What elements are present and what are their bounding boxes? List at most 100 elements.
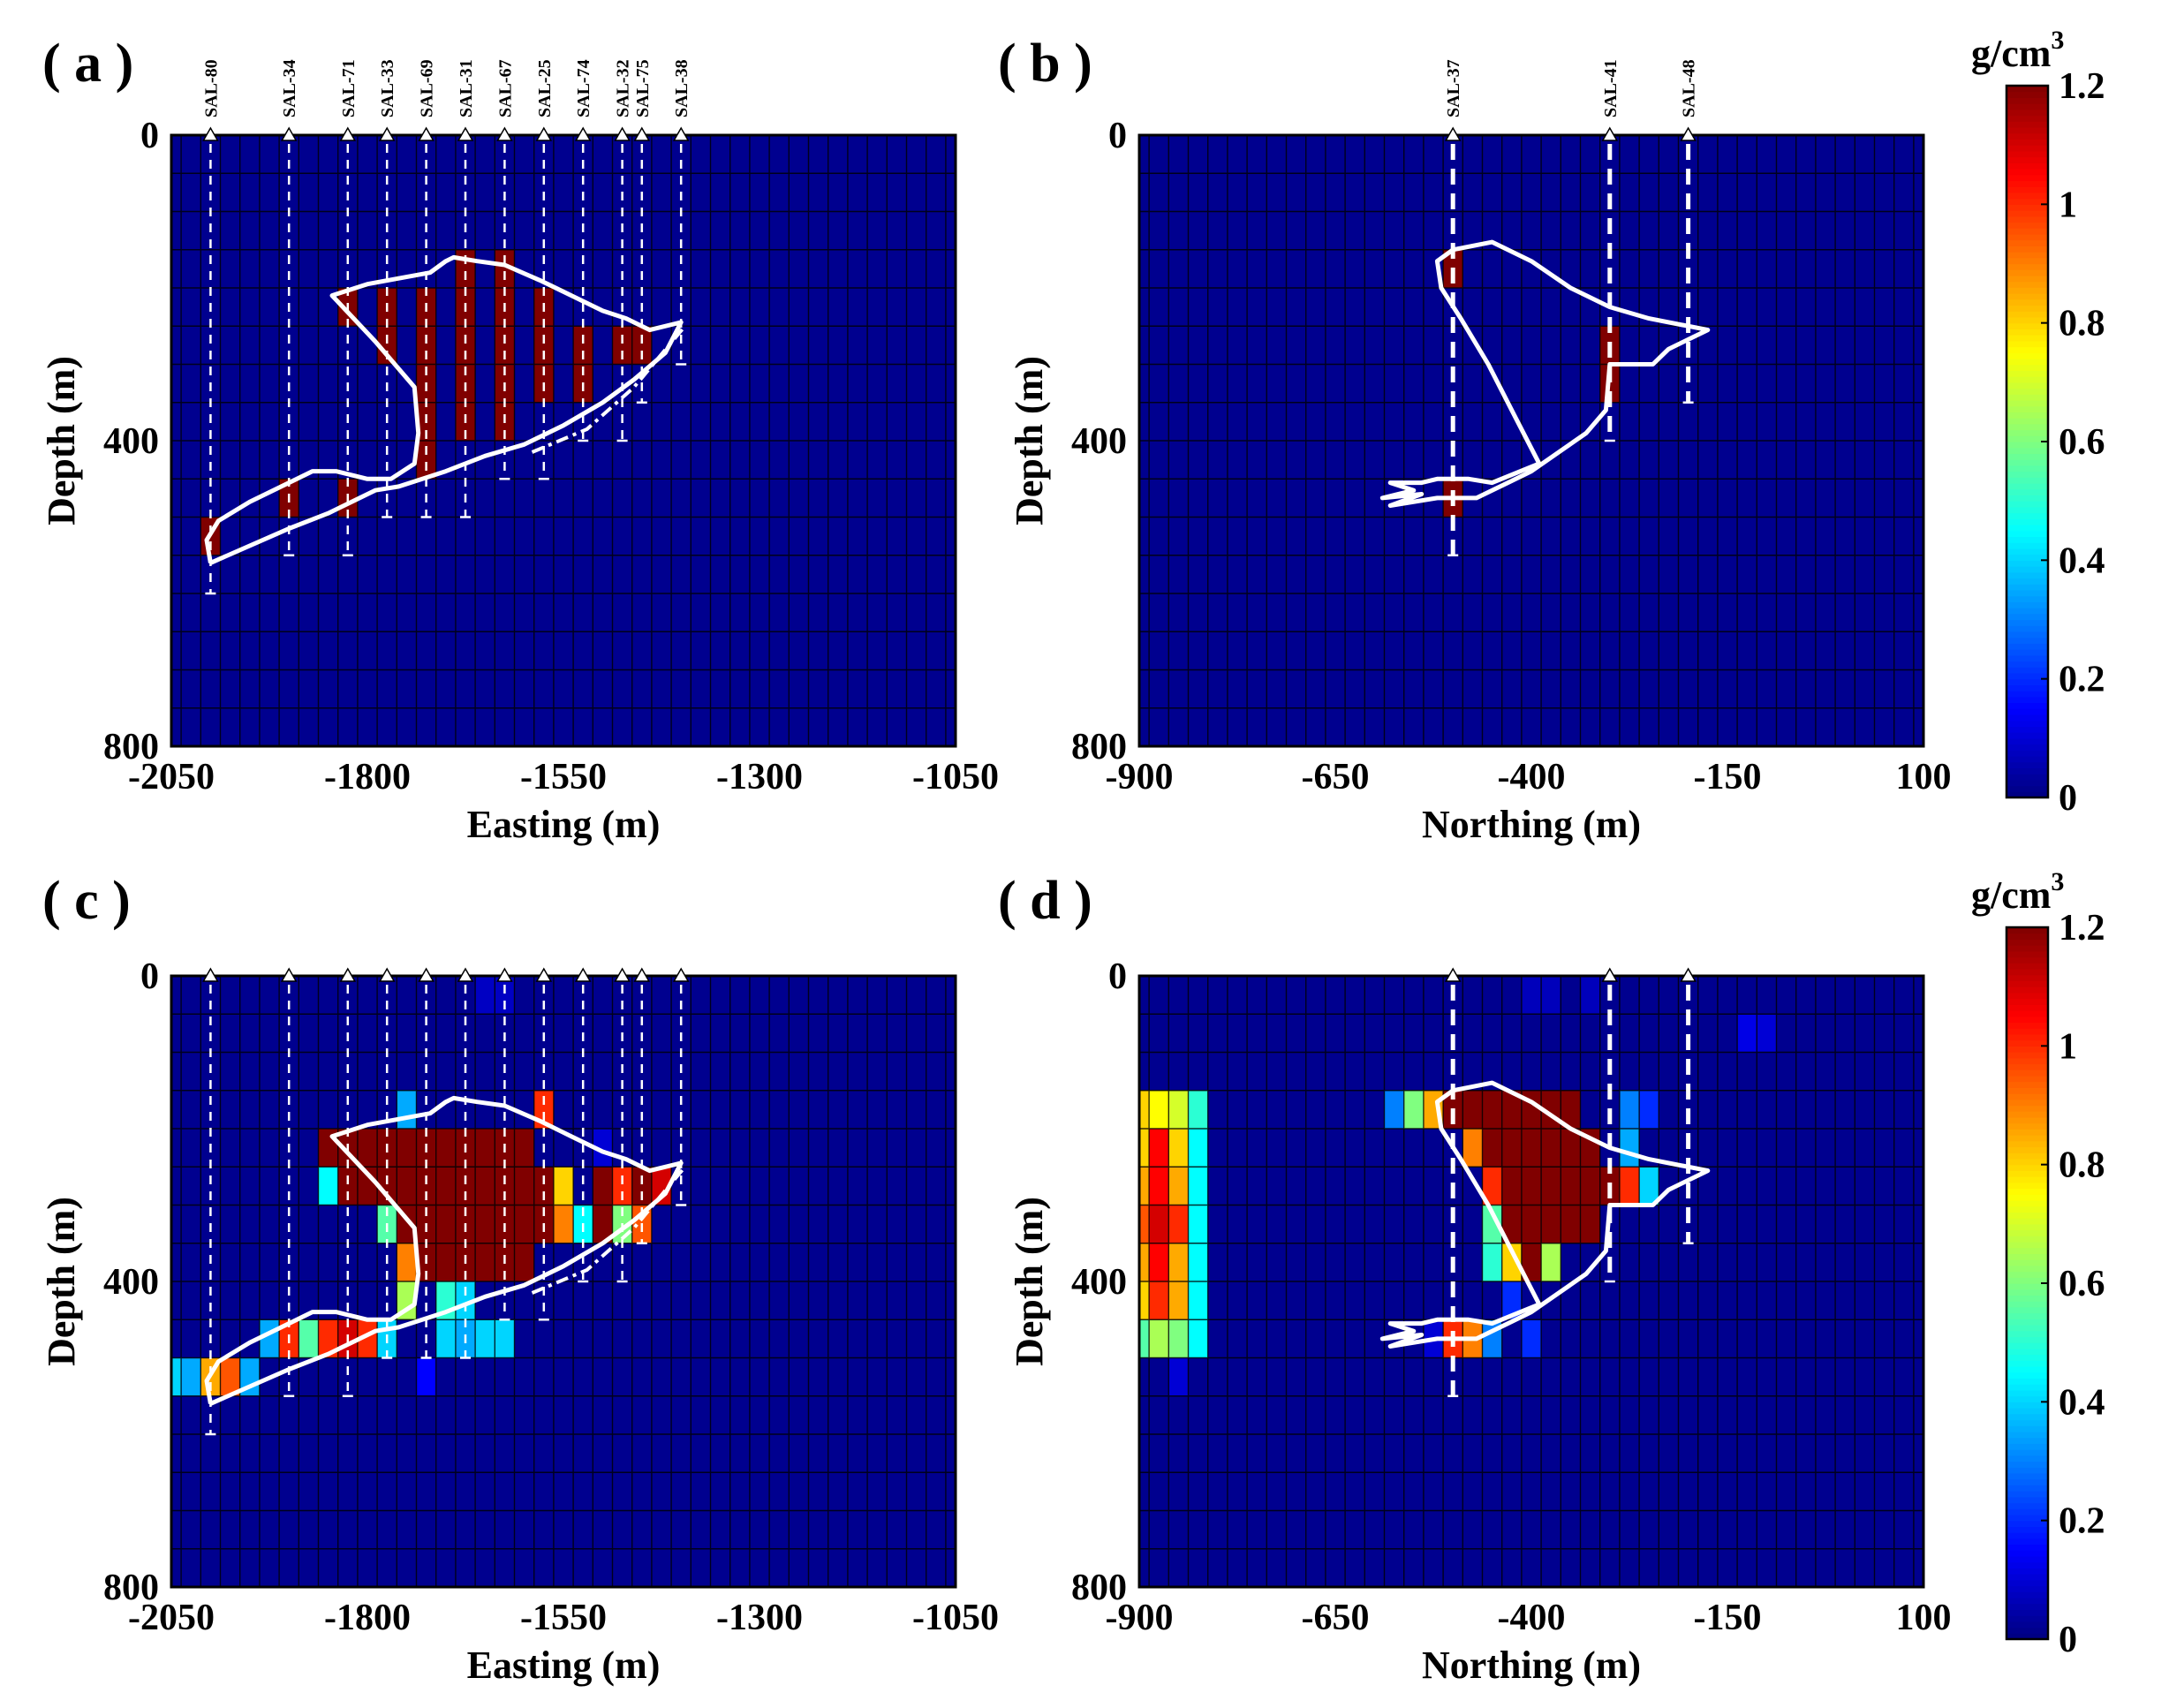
colorbar-segment [2007, 1140, 2048, 1148]
colorbar-segment [2007, 1472, 2048, 1480]
density-cell [1188, 1243, 1208, 1281]
x-axis-label: Easting (m) [467, 1644, 661, 1687]
colorbar-unit: g/cm3 [1971, 26, 2064, 75]
colorbar-segment [2007, 115, 2048, 122]
x-tick-label: -650 [1302, 757, 1370, 797]
density-cell [1384, 1090, 1404, 1129]
colorbar-segment [2007, 281, 2048, 288]
density-cell [1501, 1090, 1522, 1129]
colorbar-segment [2007, 1627, 2048, 1634]
colorbar-segment [2007, 619, 2048, 626]
well-head-triangle [672, 126, 690, 141]
x-tick-label: -1050 [912, 757, 999, 797]
colorbar-segment [2007, 1431, 2048, 1439]
colorbar-segment [2007, 1366, 2048, 1373]
density-cell [1168, 1205, 1189, 1243]
colorbar-segment [2007, 631, 2048, 639]
y-tick-label: 800 [1071, 727, 1127, 767]
colorbar-segment [2007, 1520, 2048, 1527]
well-head-triangle [672, 967, 690, 982]
colorbar-segment [2007, 1182, 2048, 1190]
colorbar-segment [2007, 1176, 2048, 1183]
x-tick-label: -900 [1106, 1598, 1174, 1638]
colorbar-segment [2007, 1538, 2048, 1546]
density-cell [1639, 1167, 1659, 1205]
density-cell [1482, 1243, 1502, 1281]
colorbar-segment [2007, 956, 2048, 964]
well-head-triangle [202, 967, 219, 982]
grid [171, 975, 956, 1588]
well-head-triangle [339, 967, 357, 982]
density-cell [514, 1167, 534, 1205]
colorbar-segment [2007, 252, 2048, 259]
colorbar-segment [2007, 1585, 2048, 1592]
colorbar-segment [2007, 1129, 2048, 1136]
x-axis-label: Northing (m) [1422, 803, 1641, 846]
y-tick-label: 0 [140, 956, 159, 997]
colorbar-segment [2007, 429, 2048, 436]
colorbar-segment [2007, 169, 2048, 176]
colorbar-segment [2007, 382, 2048, 389]
colorbar-segment [2007, 536, 2048, 543]
colorbar-tick-label: 1 [2059, 185, 2077, 225]
colorbar-segment [2007, 316, 2048, 324]
colorbar-segment [2007, 299, 2048, 306]
colorbar-segment [2007, 744, 2048, 751]
colorbar-segment [2007, 1122, 2048, 1130]
colorbar-segment [2007, 1508, 2048, 1515]
wells: SAL-37 SAL-41 SAL-48 [1444, 59, 1699, 556]
density-cell [1521, 1205, 1542, 1243]
density-cell [416, 1357, 436, 1396]
density-cell [416, 326, 436, 365]
colorbar-segment [2007, 625, 2048, 632]
density-cell [1149, 1167, 1169, 1205]
colorbar-segment [2007, 418, 2048, 425]
colorbar-segment [2007, 388, 2048, 395]
colorbar-segment [2007, 933, 2048, 941]
density-cell [1149, 1281, 1169, 1320]
y-tick-label: 800 [1071, 1568, 1127, 1608]
colorbar-segment [2007, 1419, 2048, 1426]
colorbar-segment [2007, 483, 2048, 490]
colorbar-segment [2007, 1146, 2048, 1153]
y-tick-label: 400 [1071, 421, 1127, 462]
wells [202, 967, 690, 1436]
density-cell [495, 326, 515, 365]
colorbar-segment [2007, 1597, 2048, 1605]
fault-line [531, 325, 687, 454]
y-axis-label: Depth (m) [1008, 356, 1051, 525]
density-cell [612, 326, 632, 365]
density-cell [397, 1129, 417, 1168]
density-cell [416, 1167, 436, 1205]
density-cell [593, 1129, 613, 1168]
colorbar-segment [2007, 287, 2048, 294]
colorbar-segment [2007, 1253, 2048, 1260]
well-head-triangle [614, 126, 631, 141]
colorbar-segment [2007, 1360, 2048, 1367]
colorbar-segment [2007, 761, 2048, 769]
colorbar-segment [2007, 1461, 2048, 1468]
colorbar-segment [2007, 969, 2048, 976]
colorbar-segment [2007, 1330, 2048, 1338]
density-cell [220, 1357, 240, 1396]
cells [1139, 976, 1777, 1396]
density-cell [1139, 1281, 1150, 1320]
colorbar-segment [2007, 1164, 2048, 1171]
colorbar-segment [2007, 239, 2048, 246]
colorbar-segment [2007, 578, 2048, 585]
colorbar-segment [2007, 1532, 2048, 1539]
colorbar-segment [2007, 1579, 2048, 1587]
colorbar-segment [2007, 1491, 2048, 1498]
panel-label-a: ( a ) [42, 34, 133, 94]
density-cell [475, 1243, 495, 1281]
density-cell [514, 1205, 534, 1243]
colorbar-segment [2007, 1010, 2048, 1017]
density-cell [593, 1167, 613, 1205]
colorbar-segment [2007, 518, 2048, 525]
colorbar-segment [2007, 1081, 2048, 1088]
colorbar-segment [2007, 335, 2048, 342]
density-cell [475, 1319, 495, 1358]
density-cell [1139, 1167, 1150, 1205]
panel-b: ( b ) SAL-37 SAL-41 SAL-48 -900 -650 -400 -150 1… [998, 34, 1952, 846]
colorbar-segment [2007, 1348, 2048, 1356]
